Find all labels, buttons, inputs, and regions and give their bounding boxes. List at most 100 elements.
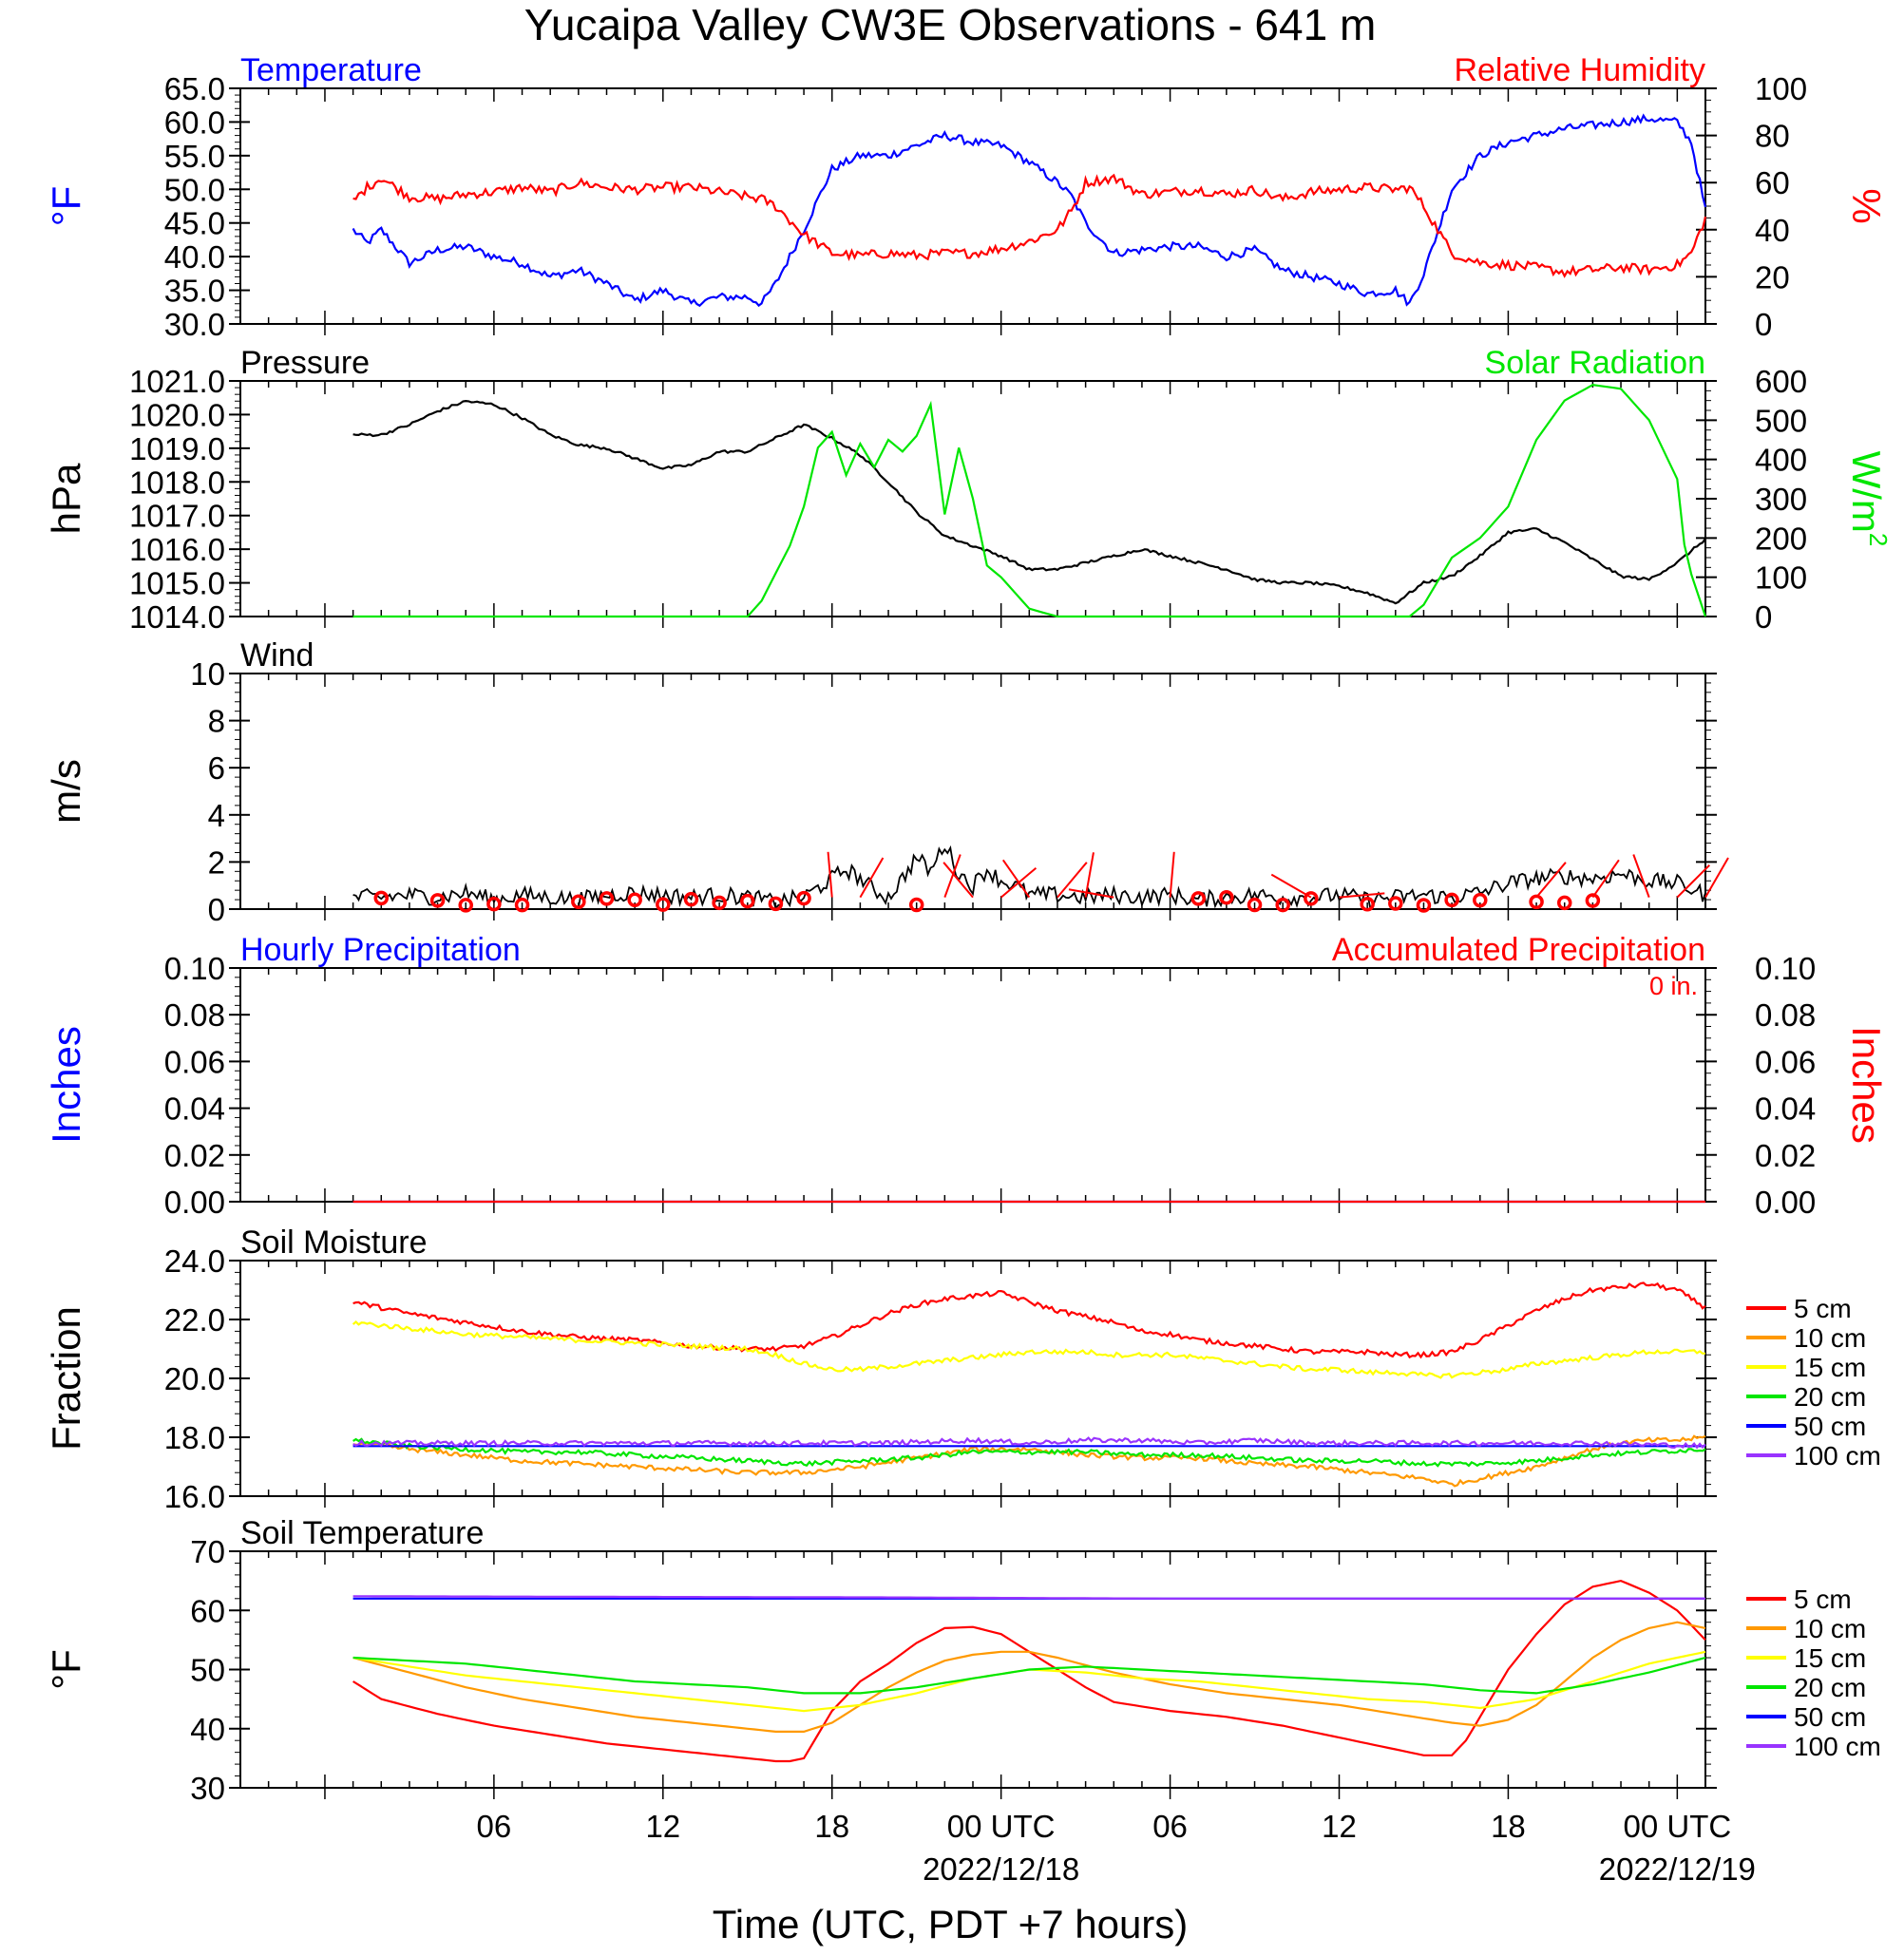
panel-title-left: Hourly Precipitation [240, 932, 521, 968]
x-tick-label: 12 [645, 1809, 680, 1844]
calm-wind-marker [429, 893, 446, 908]
y-tick-label-left: 60 [190, 1593, 225, 1628]
y-tick-label-left: 18.0 [164, 1420, 225, 1455]
y-tick-label-left: 2 [208, 845, 225, 880]
x-tick-label: 00 UTC [1623, 1809, 1731, 1844]
plot-frame [239, 673, 1706, 910]
calm-wind-marker [1556, 895, 1572, 911]
x-tick-label: 06 [1152, 1809, 1188, 1844]
y-tick-label-right: 0 [1755, 307, 1772, 342]
y-tick-label-left: 55.0 [164, 139, 225, 174]
wind-barb [1591, 859, 1620, 899]
plot-frame [239, 967, 1706, 1203]
chart-title: Yucaipa Valley CW3E Observations - 641 m [524, 0, 1377, 49]
x-date-label: 2022/12/19 [1599, 1851, 1756, 1887]
panel-title-left: Wind [240, 637, 314, 674]
unit-superscript: 2 [1864, 533, 1893, 546]
y-tick-label-left: 1014.0 [129, 599, 225, 635]
y-tick-label-left: 1019.0 [129, 431, 225, 466]
wind-direction-markers [373, 851, 1729, 913]
y-tick-label-right: 40 [1755, 213, 1790, 248]
y-tick-label-right: 100 [1755, 71, 1807, 106]
wind-barb [943, 854, 962, 898]
y-tick-label-left: 20.0 [164, 1361, 225, 1396]
x-tick-label: 18 [814, 1809, 849, 1844]
legend-label: 10 cm [1794, 1614, 1866, 1643]
y-tick-label-right: 80 [1755, 119, 1790, 154]
calm-wind-marker [712, 895, 727, 911]
series-line-15cm [352, 1320, 1706, 1379]
x-axis-label: Time (UTC, PDT +7 hours) [713, 1902, 1189, 1946]
y-tick-label-left: 1020.0 [129, 397, 225, 432]
series-line-10cm [352, 1434, 1706, 1488]
legend-label: 50 cm [1794, 1412, 1866, 1441]
calm-wind-marker [740, 893, 755, 909]
wind-barb [942, 862, 974, 899]
calm-wind-marker [1585, 893, 1601, 908]
y-axis-label-left: hPa [44, 463, 88, 534]
panel-temp_rh: 30.035.040.045.050.055.060.065.0 0 20 40 60 8… [44, 52, 1889, 342]
y-axis-label-left: °F [44, 186, 88, 226]
y-tick-label-left: 24.0 [164, 1243, 225, 1279]
calm-wind-marker [908, 897, 924, 913]
y-tick-label-right: 100 [1755, 560, 1807, 596]
series-line-5cm [352, 1281, 1706, 1359]
y-tick-label-left: 30.0 [164, 307, 225, 342]
y-tick-label-left: 0.10 [164, 951, 225, 986]
x-tick-label: 00 UTC [947, 1809, 1056, 1844]
y-tick-label-left: 40.0 [164, 239, 225, 275]
legend-label: 5 cm [1794, 1585, 1852, 1614]
series-line-20cm [352, 1656, 1706, 1695]
y-tick-label-left: 65.0 [164, 71, 225, 106]
x-tick-label: 18 [1491, 1809, 1526, 1844]
calm-wind-marker [1416, 898, 1432, 913]
series-line-black [352, 845, 1706, 910]
wind-barb [1057, 862, 1088, 899]
y-tick-label-right: 60 [1755, 165, 1790, 200]
y-axis-label-left: °F [44, 1649, 88, 1689]
y-tick-label-right: 200 [1755, 521, 1807, 556]
y-tick-label-right: 500 [1755, 403, 1807, 438]
panel-wind: 0 2 4 6 8 10 Wind m/s [44, 637, 1729, 927]
panels: 30.035.040.045.050.055.060.065.002040608… [44, 52, 1893, 1806]
wind-barb [1704, 857, 1729, 899]
legend-label: 5 cm [1794, 1294, 1852, 1323]
calm-wind-marker [1360, 897, 1375, 912]
series-line-black [352, 399, 1706, 605]
wind-barb [827, 851, 833, 898]
wind-barb [1169, 851, 1175, 898]
wind-barb [1001, 859, 1031, 899]
legend-label: 100 cm [1794, 1732, 1881, 1761]
y-tick-label-right: 0.06 [1755, 1044, 1816, 1079]
y-tick-label-left: 50.0 [164, 172, 225, 207]
calm-wind-marker [1275, 897, 1290, 913]
calm-wind-marker [1444, 892, 1459, 908]
y-tick-label-left: 16.0 [164, 1479, 225, 1514]
panel-title-left: Soil Temperature [240, 1515, 484, 1551]
wind-barb [1676, 864, 1710, 899]
legend-label: 20 cm [1794, 1382, 1866, 1412]
y-axis-label-right: Inches [1844, 1026, 1889, 1144]
series-line-blue [352, 113, 1707, 308]
y-tick-label-right: 300 [1755, 482, 1807, 517]
wind-barb [1084, 852, 1095, 898]
y-tick-label-left: 35.0 [164, 274, 225, 309]
legend-label: 10 cm [1794, 1323, 1866, 1353]
y-tick-label-right: 0 [1755, 599, 1772, 635]
calm-wind-marker [486, 896, 502, 912]
y-tick-label-left: 0.08 [164, 997, 225, 1033]
plot-frame [239, 87, 1706, 325]
y-tick-label-left: 1015.0 [129, 566, 225, 601]
y-tick-label-right: 400 [1755, 443, 1807, 478]
panel-title-left: Temperature [240, 52, 422, 88]
panel-pressure_solar: 1014.01015.01016.01017.01018.01019.01020… [44, 345, 1893, 635]
y-axis-label-left: Inches [44, 1026, 88, 1144]
panel-title-right: Accumulated Precipitation [1332, 932, 1705, 968]
y-tick-label-right: 0.02 [1755, 1138, 1816, 1173]
y-tick-label-left: 0.00 [164, 1185, 225, 1220]
y-tick-label-right: 0.10 [1755, 951, 1816, 986]
legend-label: 100 cm [1794, 1441, 1881, 1471]
wind-barb [1632, 854, 1650, 898]
